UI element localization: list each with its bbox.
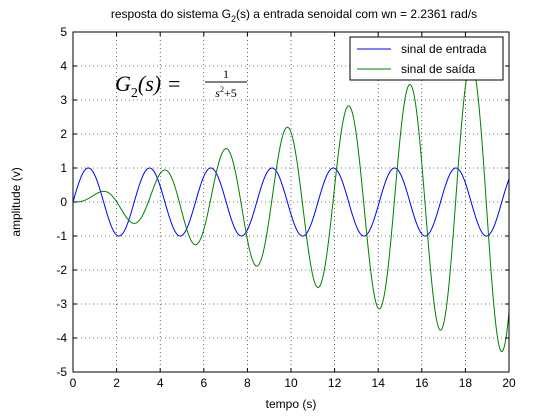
x-tick-label: 16: [415, 376, 429, 390]
series-layer: [72, 62, 510, 353]
tf-denominator-exp: 2: [220, 85, 224, 94]
grid: [73, 32, 509, 372]
x-tick-label: 8: [244, 376, 251, 390]
y-tick-label: 5: [60, 25, 67, 39]
x-tick-label: 18: [459, 376, 473, 390]
x-tick-label: 0: [70, 376, 77, 390]
y-tick-label: -1: [56, 229, 67, 243]
x-tick-label: 2: [113, 376, 120, 390]
y-tick-label: 0: [60, 195, 67, 209]
x-axis-label: tempo (s): [266, 397, 317, 411]
tf-lhs-arg: (s) =: [138, 71, 182, 96]
chart-title: resposta do sistema G2(s) a entrada seno…: [111, 7, 477, 24]
ticks: [72, 31, 510, 373]
legend: sinal de entrada sinal de saída: [349, 36, 504, 81]
tf-lhs: G: [115, 71, 131, 96]
x-tick-label: 20: [502, 376, 516, 390]
tf-denominator-rest: +5: [224, 86, 237, 100]
x-tick-label: 14: [372, 376, 386, 390]
x-tick-label: 4: [157, 376, 164, 390]
x-tick-label: 10: [284, 376, 298, 390]
legend-label-input: sinal de entrada: [401, 42, 487, 56]
series-input-line: [72, 167, 510, 237]
y-tick-label: -3: [56, 297, 67, 311]
transfer-function-annotation: G2(s) = 1 s2+5: [115, 67, 247, 101]
tf-lhs-sub: 2: [131, 86, 138, 101]
y-axis-label: amplitude (v): [9, 167, 23, 236]
series-output-line: [73, 62, 510, 353]
y-tick-label: 3: [60, 93, 67, 107]
tf-numerator: 1: [223, 67, 229, 81]
x-tick-label: 6: [200, 376, 207, 390]
legend-label-output: sinal de saída: [401, 62, 475, 76]
y-tick-label: 1: [60, 161, 67, 175]
y-tick-label: -2: [56, 263, 67, 277]
y-tick-label: 2: [60, 127, 67, 141]
legend-box: [349, 36, 504, 81]
y-tick-label: 4: [60, 59, 67, 73]
svg-text:s2+5: s2+5: [215, 85, 236, 100]
svg-text:G2(s) =: G2(s) =: [115, 71, 181, 101]
x-tick-label: 12: [328, 376, 342, 390]
y-tick-label: -5: [56, 365, 67, 379]
y-tick-label: -4: [56, 331, 67, 345]
tf-denominator-base: s: [215, 86, 220, 100]
